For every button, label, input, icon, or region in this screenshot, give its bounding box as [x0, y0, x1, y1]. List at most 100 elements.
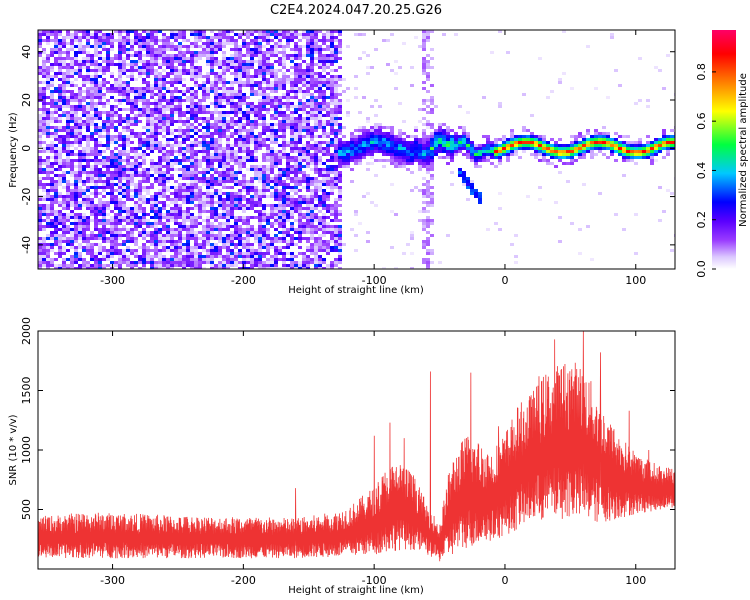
heatmap-cell: [310, 126, 314, 129]
heatmap-cell: [290, 48, 294, 51]
heatmap-cell: [166, 36, 170, 39]
heatmap-cell: [302, 117, 306, 120]
heatmap-cell: [374, 48, 378, 51]
heatmap-cell: [54, 150, 58, 153]
heatmap-cell: [226, 126, 230, 129]
heatmap-cell: [50, 63, 54, 66]
heatmap-cell: [202, 96, 206, 99]
heatmap-cell: [198, 75, 202, 78]
heatmap-cell: [194, 207, 198, 210]
heatmap-cell: [354, 135, 358, 138]
heatmap-cell: [82, 84, 86, 87]
heatmap-cell: [54, 168, 58, 171]
heatmap-cell: [302, 255, 306, 258]
heatmap-cell: [178, 120, 182, 123]
heatmap-cell: [274, 258, 278, 261]
heatmap-cell: [178, 48, 182, 51]
heatmap-cell: [38, 258, 42, 261]
heatmap-cell: [214, 45, 218, 48]
heatmap-cell: [114, 264, 118, 267]
heatmap-cell: [130, 189, 134, 192]
heatmap-cell: [126, 138, 130, 141]
heatmap-cell: [158, 105, 162, 108]
heatmap-cell: [262, 33, 266, 36]
heatmap-cell: [90, 198, 94, 201]
heatmap-cell: [42, 57, 46, 60]
heatmap-cell: [242, 111, 246, 114]
heatmap-cell: [282, 219, 286, 222]
heatmap-cell: [38, 171, 42, 174]
heatmap-cell: [182, 51, 186, 54]
heatmap-cell: [150, 51, 154, 54]
heatmap-cell: [142, 138, 146, 141]
heatmap-cell: [122, 240, 126, 243]
heatmap-cell: [90, 231, 94, 234]
heatmap-cell: [158, 99, 162, 102]
heatmap-cell: [54, 99, 58, 102]
heatmap-cell: [126, 141, 130, 144]
heatmap-cell: [242, 33, 246, 36]
heatmap-cell: [86, 105, 90, 108]
heatmap-cell: [258, 141, 262, 144]
heatmap-cell: [146, 69, 150, 72]
heatmap-cell: [170, 105, 174, 108]
heatmap-cell: [242, 69, 246, 72]
heatmap-cell: [70, 258, 74, 261]
heatmap-cell: [78, 42, 82, 45]
heatmap-cell: [322, 153, 326, 156]
heatmap-cell: [250, 102, 254, 105]
heatmap-cell: [98, 243, 102, 246]
heatmap-cell: [218, 255, 222, 258]
heatmap-cell: [210, 30, 214, 33]
heatmap-cell: [334, 57, 338, 60]
heatmap-cell: [162, 192, 166, 195]
heatmap-cell: [242, 267, 246, 269]
heatmap-cell: [286, 99, 290, 102]
heatmap-cell: [178, 264, 182, 267]
heatmap-cell: [62, 195, 66, 198]
heatmap-cell: [242, 54, 246, 57]
heatmap-cell: [142, 246, 146, 249]
heatmap-cell: [294, 132, 298, 135]
heatmap-cell: [154, 261, 158, 264]
heatmap-cell: [38, 90, 42, 93]
heatmap-cell: [394, 72, 398, 75]
heatmap-cell: [190, 33, 194, 36]
heatmap-cell: [194, 81, 198, 84]
heatmap-cell: [178, 207, 182, 210]
heatmap-cell: [130, 141, 134, 144]
heatmap-cell: [90, 96, 94, 99]
heatmap-cell: [266, 222, 270, 225]
heatmap-cell: [286, 252, 290, 255]
heatmap-cell: [186, 189, 190, 192]
heatmap-cell: [62, 162, 66, 165]
heatmap-cell: [74, 72, 78, 75]
heatmap-cell: [290, 180, 294, 183]
heatmap-cell: [306, 261, 310, 264]
heatmap-cell: [314, 81, 318, 84]
heatmap-cell: [394, 87, 398, 90]
heatmap-cell: [126, 180, 130, 183]
heatmap-cell: [186, 48, 190, 51]
heatmap-cell: [198, 57, 202, 60]
heatmap-cell: [290, 57, 294, 60]
heatmap-cell: [146, 54, 150, 57]
heatmap-cell: [122, 144, 126, 147]
heatmap-cell: [310, 69, 314, 72]
heatmap-cell: [278, 246, 282, 249]
heatmap-cell: [298, 141, 302, 144]
heatmap-cell: [298, 168, 302, 171]
heatmap-cell: [274, 222, 278, 225]
heatmap-cell: [298, 246, 302, 249]
heatmap-cell: [162, 204, 166, 207]
heatmap-cell: [186, 207, 190, 210]
heatmap-cell: [378, 126, 382, 129]
heatmap-cell: [230, 123, 234, 126]
heatmap-cell: [38, 87, 42, 90]
heatmap-cell: [210, 201, 214, 204]
heatmap-cell: [326, 63, 330, 66]
heatmap-cell: [366, 66, 370, 69]
heatmap-cell: [94, 171, 98, 174]
heatmap-cell: [210, 69, 214, 72]
heatmap-cell: [274, 99, 278, 102]
